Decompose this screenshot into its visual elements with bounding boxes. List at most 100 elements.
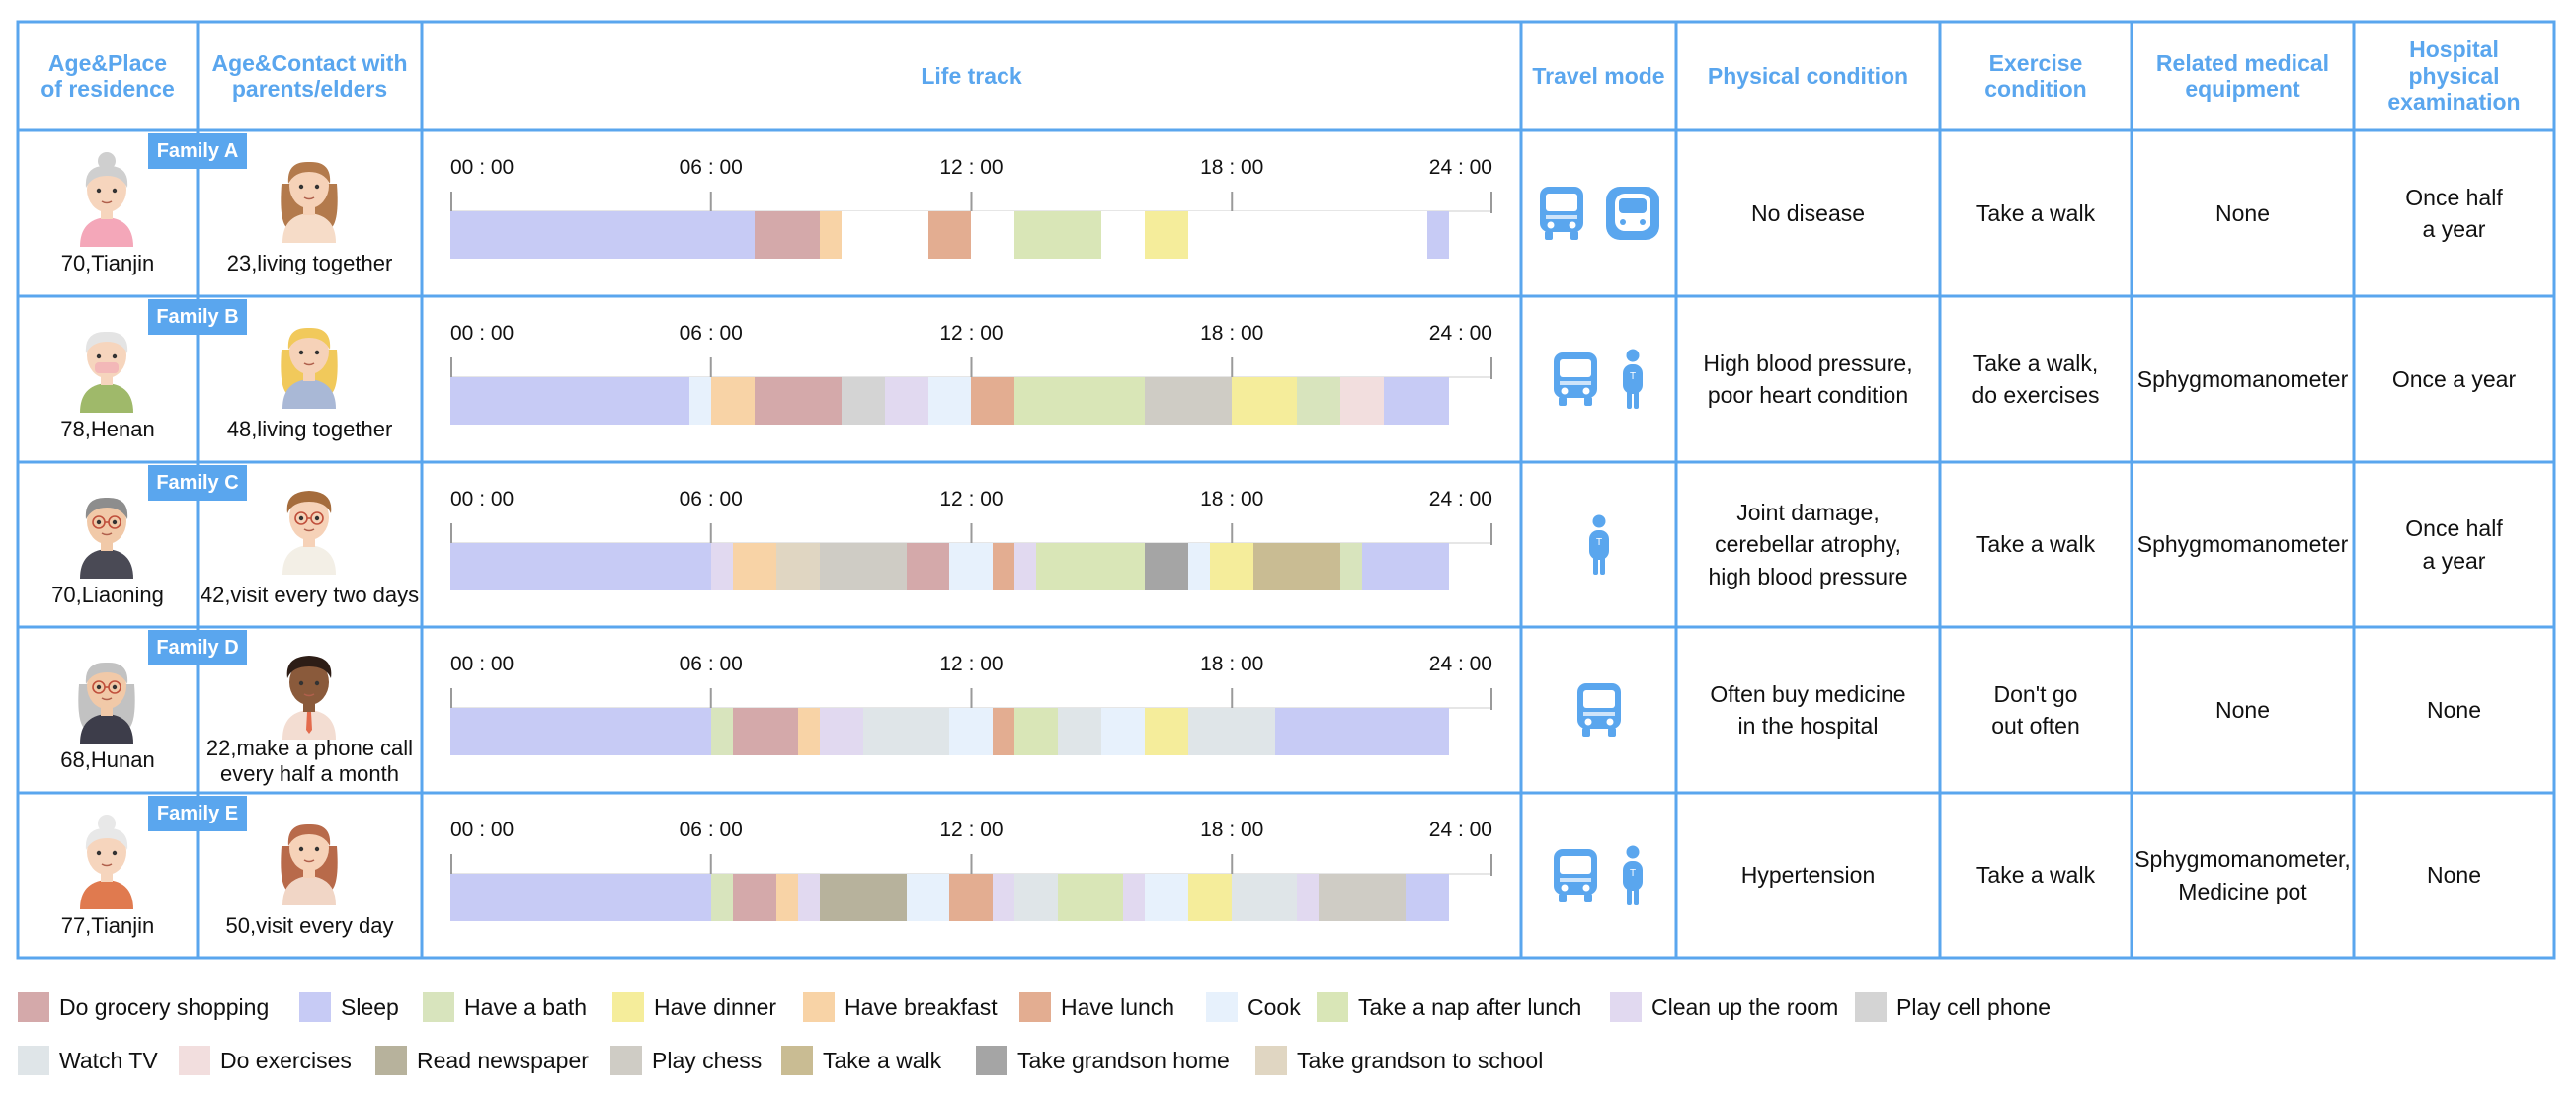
child-caption: 22,make a phone call every half a month [205, 736, 414, 787]
activity-segment-clean [993, 874, 1015, 921]
activity-segment-grocery [754, 377, 842, 425]
header-age-place: Age&Place of residence [40, 49, 175, 102]
header-physical-condition: Physical condition [1707, 62, 1909, 89]
family-badge: Family E [148, 796, 247, 831]
exercise-condition: Take a walk [1975, 862, 2096, 889]
legend-swatch [375, 1046, 407, 1075]
hospital-exam: None [2427, 696, 2481, 723]
time-tick-label: 12 : 00 [939, 322, 1004, 345]
life-track: 00 : 00 06 : 00 12 : 00 18 : 00 24 : 00 [450, 130, 1492, 296]
exercise-condition: Don't go out often [1991, 680, 2080, 739]
activity-segment-cook [906, 874, 950, 921]
activity-segment-chess [819, 543, 907, 590]
medical-equipment: Sphygmomanometer, Medicine pot [2134, 846, 2351, 904]
header-travel-mode: Travel mode [1532, 62, 1665, 89]
legend-label: Watch TV [59, 1047, 158, 1073]
activity-segment-chess [1145, 377, 1233, 425]
elderly-woman-gray-avatar [62, 645, 151, 744]
legend-swatch [1610, 992, 1642, 1022]
activity-segment-clean [1123, 874, 1146, 921]
young-woman-avatar [265, 144, 354, 243]
activity-segment-dinner [1145, 211, 1189, 259]
time-tick-label: 06 : 00 [679, 653, 743, 675]
legend-label: Read newspaper [417, 1047, 589, 1073]
activity-segment-newspaper [819, 874, 907, 921]
activity-segment-cook [949, 708, 994, 755]
medical-equipment: Sphygmomanometer [2136, 531, 2349, 558]
svg-text:T: T [1595, 537, 1601, 548]
activity-segment-tv [1058, 708, 1102, 755]
time-tick-label: 18 : 00 [1200, 819, 1264, 841]
activity-segment-breakfast [710, 377, 755, 425]
physical-condition: No disease [1750, 199, 1866, 226]
activity-segment-dinner [1145, 708, 1189, 755]
activity-bar [450, 211, 1492, 259]
activity-segment-bath [1297, 377, 1341, 425]
legend-item-grocery: Do grocery shopping [18, 992, 269, 1022]
activity-segment-clean [1297, 874, 1320, 921]
activity-segment-sleep [1405, 874, 1449, 921]
travel-mode-icons: T [1521, 296, 1676, 462]
life-track: 00 : 00 06 : 00 12 : 00 18 : 00 24 : 00 [450, 462, 1492, 628]
legend-item-newspaper: Read newspaper [375, 1046, 589, 1075]
activity-segment-breakfast [797, 708, 820, 755]
medical-equipment: Sphygmomanometer [2136, 365, 2349, 392]
young-man-dark-avatar [265, 641, 354, 740]
elder-caption: 70,Liaoning [51, 583, 164, 607]
family-badge: Family D [148, 630, 247, 665]
middle-aged-woman-avatar [265, 807, 354, 905]
activity-segment-chess [1319, 874, 1406, 921]
legend-swatch [18, 1046, 49, 1075]
activity-segment-lunch [993, 543, 1015, 590]
activity-segment-tv [1188, 708, 1276, 755]
activity-segment-sleep [450, 211, 755, 259]
bus-icon [1551, 351, 1600, 408]
table-grid [16, 20, 2556, 960]
physical-condition: Often buy medicine in the hospital [1710, 680, 1906, 739]
legend-item-walk: Take a walk [781, 1046, 941, 1075]
time-tick-label: 12 : 00 [939, 819, 1004, 841]
activity-segment-nap [1014, 708, 1059, 755]
legend-item-phone: Play cell phone [1855, 992, 2051, 1022]
legend-label: Play chess [652, 1047, 763, 1073]
walking-person-icon: T [1618, 844, 1648, 907]
time-tick-label: 06 : 00 [679, 488, 743, 510]
child-caption: 23,living together [226, 251, 393, 275]
exercise-condition: Take a walk [1975, 199, 2096, 226]
hospital-exam: Once half a year [2405, 184, 2503, 242]
child-caption: 42,visit every two days [200, 583, 420, 607]
activity-segment-cook [1188, 543, 1211, 590]
travel-mode-icons [1521, 130, 1676, 296]
time-tick-label: 06 : 00 [679, 322, 743, 345]
legend-item-sleep: Sleep [299, 992, 399, 1022]
bus-icon [1537, 185, 1586, 242]
legend-label: Have a bath [464, 993, 588, 1020]
activity-bar [450, 543, 1492, 590]
time-tick-label: 18 : 00 [1200, 156, 1264, 179]
time-tick-label: 18 : 00 [1200, 322, 1264, 345]
time-tick-label: 00 : 00 [450, 819, 515, 841]
time-tick-label: 00 : 00 [450, 488, 515, 510]
physical-condition: Hypertension [1740, 862, 1876, 889]
physical-condition: Joint damage, cerebellar atrophy, high b… [1708, 500, 1908, 589]
time-tick-label: 24 : 00 [1428, 488, 1492, 510]
elder-caption: 78,Henan [60, 417, 155, 441]
life-track: 00 : 00 06 : 00 12 : 00 18 : 00 24 : 00 [450, 793, 1492, 959]
legend-item-clean: Clean up the room [1610, 992, 1838, 1022]
hospital-exam: None [2427, 862, 2481, 889]
legend-label: Take a walk [823, 1047, 942, 1073]
time-tick-label: 24 : 00 [1428, 156, 1492, 179]
legend-swatch [1317, 992, 1348, 1022]
activity-segment-tv [862, 708, 950, 755]
activity-segment-sleep [450, 874, 711, 921]
activity-segment-nap [1014, 377, 1146, 425]
activity-bar [450, 708, 1492, 755]
hospital-exam: Once half a year [2405, 515, 2503, 574]
activity-segment-breakfast [732, 543, 776, 590]
activity-segment-cook [1145, 874, 1189, 921]
activity-segment-sleep [450, 543, 711, 590]
legend-swatch [1206, 992, 1238, 1022]
physical-condition: High blood pressure, poor heart conditio… [1703, 350, 1913, 408]
activity-bar [450, 874, 1492, 921]
time-tick-label: 00 : 00 [450, 653, 515, 675]
